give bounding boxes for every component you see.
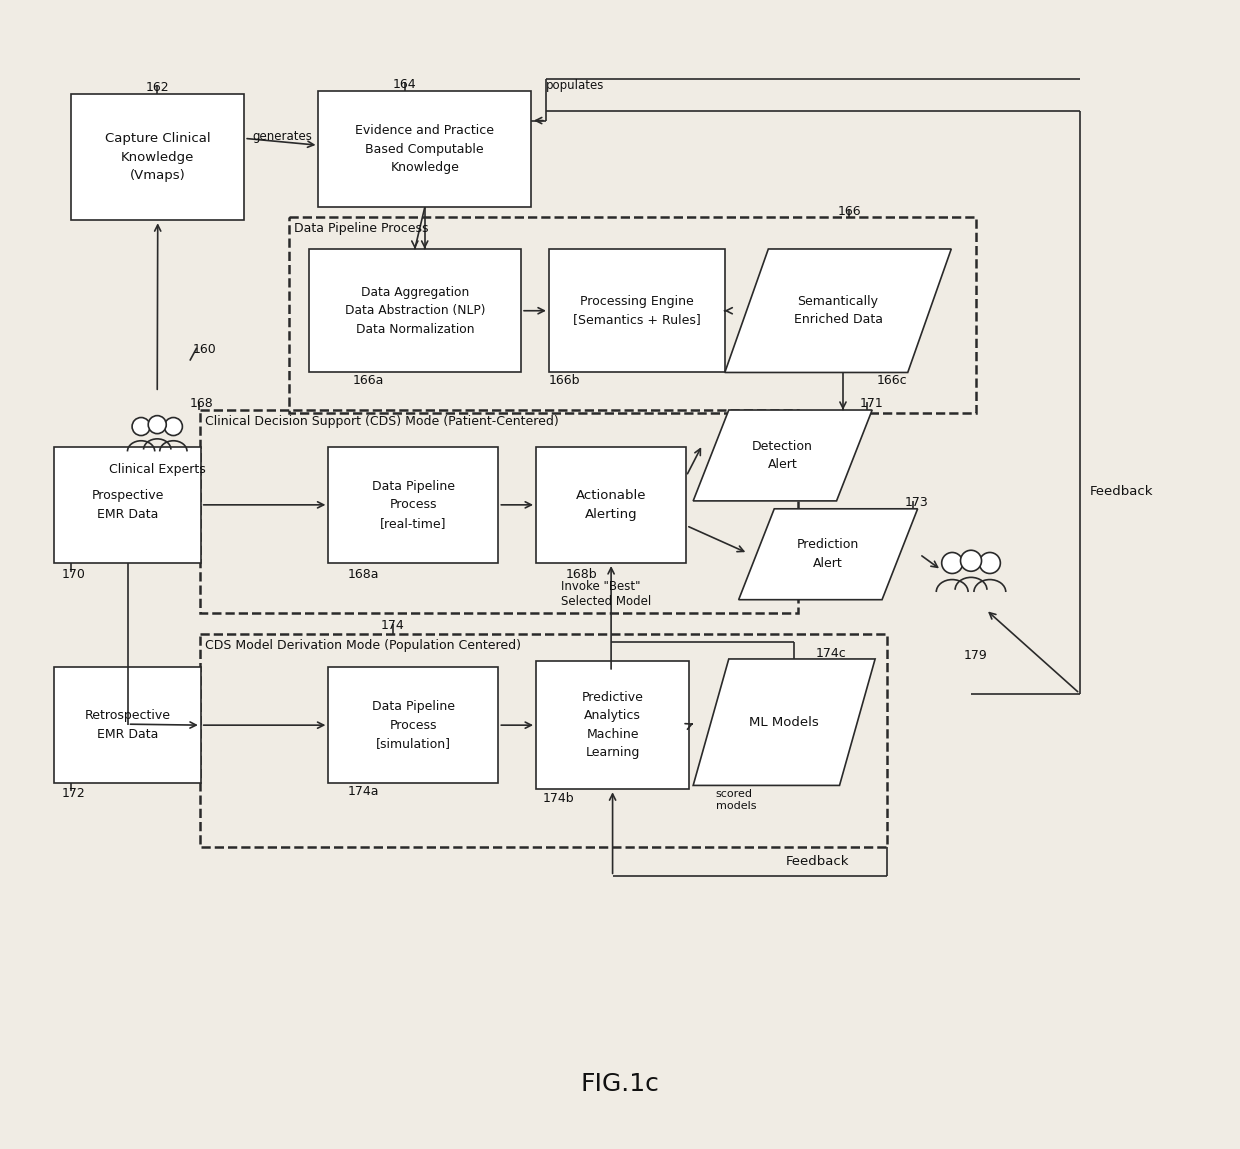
- FancyBboxPatch shape: [549, 249, 725, 372]
- Text: Clinical Decision Support (CDS) Mode (Patient-Centered): Clinical Decision Support (CDS) Mode (Pa…: [205, 415, 558, 427]
- Text: 172: 172: [61, 787, 86, 801]
- FancyBboxPatch shape: [329, 666, 498, 784]
- Text: 174: 174: [381, 619, 404, 632]
- Polygon shape: [693, 410, 872, 501]
- FancyBboxPatch shape: [536, 661, 689, 789]
- Text: generates: generates: [252, 131, 312, 144]
- Text: 179: 179: [965, 649, 988, 662]
- Circle shape: [980, 553, 1001, 573]
- Text: Data Pipeline Process: Data Pipeline Process: [294, 222, 428, 236]
- Text: 174b: 174b: [543, 793, 574, 805]
- Text: 166: 166: [837, 205, 861, 217]
- Text: Predictive
Analytics
Machine
Learning: Predictive Analytics Machine Learning: [582, 691, 644, 759]
- FancyBboxPatch shape: [319, 91, 531, 208]
- Text: Data Aggregation
Data Abstraction (NLP)
Data Normalization: Data Aggregation Data Abstraction (NLP) …: [345, 286, 485, 336]
- Polygon shape: [693, 660, 875, 786]
- Text: Actionable
Alerting: Actionable Alerting: [575, 489, 646, 520]
- Text: Detection
Alert: Detection Alert: [753, 440, 813, 471]
- Text: populates: populates: [546, 79, 604, 92]
- Text: 168b: 168b: [565, 568, 598, 581]
- Text: Evidence and Practice
Based Computable
Knowledge: Evidence and Practice Based Computable K…: [355, 124, 495, 175]
- Text: Feedback: Feedback: [786, 855, 849, 867]
- FancyBboxPatch shape: [55, 447, 201, 563]
- FancyBboxPatch shape: [536, 447, 686, 563]
- Text: scored
models: scored models: [715, 789, 756, 811]
- Polygon shape: [725, 249, 951, 372]
- Text: 166b: 166b: [549, 375, 580, 387]
- Text: Data Pipeline
Process
[simulation]: Data Pipeline Process [simulation]: [372, 700, 455, 750]
- Text: Feedback: Feedback: [1090, 485, 1153, 498]
- Text: 166c: 166c: [877, 375, 908, 387]
- Text: 168: 168: [190, 398, 213, 410]
- Text: Clinical Experts: Clinical Experts: [109, 463, 206, 477]
- Text: 166a: 166a: [353, 375, 384, 387]
- Text: Semantically
Enriched Data: Semantically Enriched Data: [794, 295, 883, 326]
- FancyBboxPatch shape: [71, 94, 244, 221]
- Text: 160: 160: [193, 342, 217, 356]
- Text: 170: 170: [61, 568, 86, 581]
- Text: Invoke "Best"
Selected Model: Invoke "Best" Selected Model: [560, 580, 651, 608]
- Text: Capture Clinical
Knowledge
(Vmaps): Capture Clinical Knowledge (Vmaps): [105, 132, 211, 182]
- Text: Prospective
EMR Data: Prospective EMR Data: [92, 489, 164, 520]
- Text: Data Pipeline
Process
[real-time]: Data Pipeline Process [real-time]: [372, 480, 455, 530]
- Text: 174a: 174a: [348, 786, 379, 799]
- FancyBboxPatch shape: [55, 666, 201, 784]
- Text: 171: 171: [859, 398, 883, 410]
- Text: 164: 164: [393, 78, 417, 91]
- Circle shape: [133, 417, 150, 435]
- Text: 174c: 174c: [816, 647, 847, 661]
- Text: 173: 173: [905, 496, 929, 509]
- Text: FIG.1c: FIG.1c: [580, 1072, 660, 1096]
- Circle shape: [961, 550, 982, 571]
- Text: Retrospective
EMR Data: Retrospective EMR Data: [84, 709, 171, 741]
- Text: 162: 162: [145, 82, 169, 94]
- Circle shape: [941, 553, 962, 573]
- FancyBboxPatch shape: [309, 249, 521, 372]
- Text: ML Models: ML Models: [749, 716, 818, 728]
- FancyBboxPatch shape: [329, 447, 498, 563]
- Circle shape: [149, 416, 166, 433]
- Text: Prediction
Alert: Prediction Alert: [797, 539, 859, 570]
- Text: CDS Model Derivation Mode (Population Centered): CDS Model Derivation Mode (Population Ce…: [205, 639, 521, 653]
- Circle shape: [165, 417, 182, 435]
- Polygon shape: [739, 509, 918, 600]
- Text: 168a: 168a: [348, 568, 379, 581]
- Text: Processing Engine
[Semantics + Rules]: Processing Engine [Semantics + Rules]: [573, 295, 701, 326]
